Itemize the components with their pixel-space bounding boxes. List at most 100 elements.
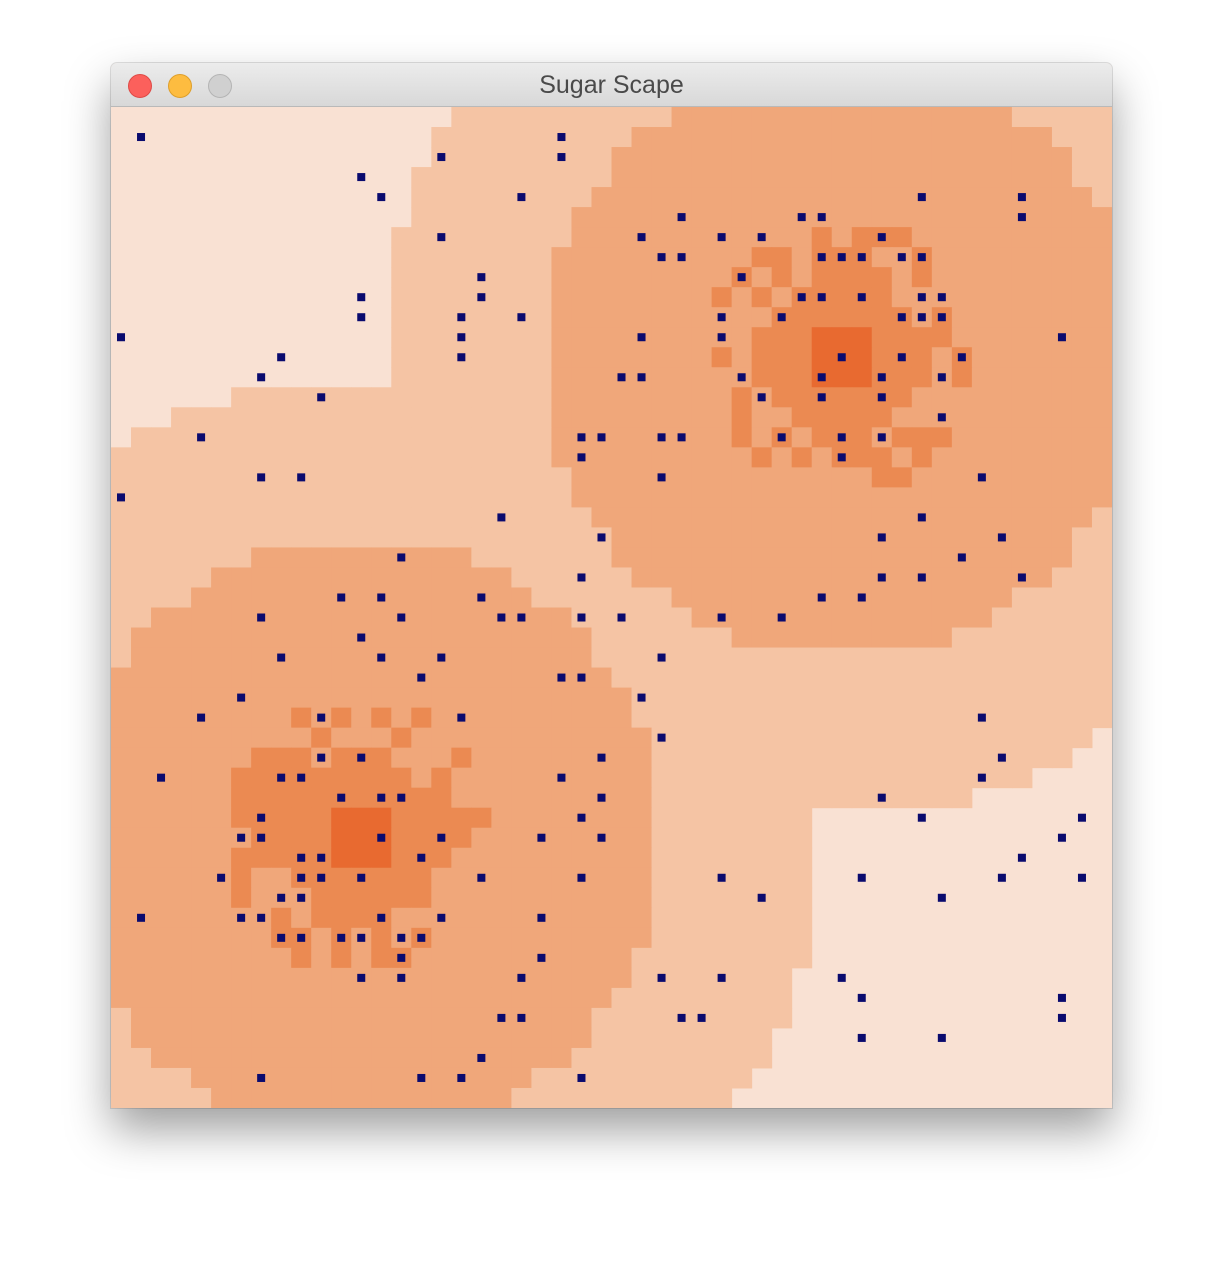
sugar-cell <box>251 847 272 869</box>
sugar-cell <box>511 567 532 588</box>
sugar-cell <box>631 467 653 488</box>
sugar-cell <box>131 1027 152 1049</box>
agent <box>197 713 206 722</box>
sugar-cell <box>411 447 432 468</box>
sugar-cell <box>751 527 773 548</box>
agent <box>497 613 506 622</box>
sugar-grid-canvas[interactable] <box>111 107 1112 1108</box>
sugar-cell <box>991 567 1013 588</box>
sugar-cell <box>711 687 733 709</box>
sugar-cell <box>211 447 232 468</box>
sugar-cell <box>571 687 592 709</box>
sugar-cell <box>331 947 352 969</box>
sugar-cell <box>791 267 813 288</box>
sugar-cell <box>731 167 753 188</box>
sugar-cell <box>991 727 1013 749</box>
sugar-cell <box>451 107 472 128</box>
sugar-cell <box>111 827 132 849</box>
sugar-cell <box>711 267 733 288</box>
sugar-cell <box>691 1047 713 1069</box>
sugar-cell <box>771 927 793 949</box>
sugar-cell <box>431 607 452 629</box>
sugar-cell <box>191 447 212 468</box>
sugar-cell <box>691 887 713 909</box>
agent <box>857 993 866 1002</box>
agent <box>897 313 906 322</box>
sugar-cell <box>311 787 332 809</box>
sugar-cell <box>671 647 693 669</box>
sugar-cell <box>351 507 372 528</box>
sugar-cell <box>131 1087 152 1108</box>
agent <box>997 753 1006 762</box>
sugar-cell <box>431 247 452 268</box>
sugar-cell <box>651 867 673 889</box>
sugar-cell <box>431 587 452 609</box>
sugar-cell <box>791 687 813 709</box>
sugar-cell <box>191 967 212 989</box>
sugar-cell <box>1031 527 1053 548</box>
sugar-cell <box>451 427 472 448</box>
sugar-cell <box>131 487 152 508</box>
sugar-cell <box>291 567 312 588</box>
minimize-button[interactable] <box>168 74 192 98</box>
sugar-cell <box>311 1007 332 1029</box>
sugar-cell <box>371 687 392 709</box>
sugar-cell <box>631 707 653 729</box>
sugar-cell <box>151 787 172 809</box>
agent <box>257 833 266 842</box>
sugar-cell <box>231 867 252 889</box>
sugar-cell <box>351 787 372 809</box>
sugar-cell <box>351 587 372 609</box>
sugar-cell <box>171 627 192 649</box>
sugar-cell <box>551 467 572 488</box>
sugar-cell <box>131 1067 152 1089</box>
sugar-cell <box>511 1047 532 1069</box>
agent <box>277 933 286 942</box>
sugar-cell <box>351 407 372 428</box>
sugar-cell <box>151 427 172 448</box>
zoom-button[interactable] <box>208 74 232 98</box>
sugar-cell <box>551 747 572 769</box>
sugar-cell <box>191 607 212 629</box>
sugar-cell <box>731 947 753 969</box>
sugar-cell <box>171 587 192 609</box>
agent <box>517 313 526 322</box>
sugar-cell <box>911 787 933 809</box>
sugar-cell <box>471 707 492 729</box>
sugar-cell <box>591 647 613 669</box>
sugar-cell <box>631 747 653 769</box>
sugar-cell <box>891 587 913 609</box>
sugar-cell <box>291 807 312 829</box>
sugar-cell <box>531 1007 552 1029</box>
sugar-cell <box>1071 567 1093 588</box>
sugar-cell <box>1011 707 1033 729</box>
sugar-cell <box>651 827 673 849</box>
sugar-cell <box>171 747 192 769</box>
sugar-cell <box>591 187 613 208</box>
sugar-cell <box>551 187 572 208</box>
sugar-cell <box>231 847 252 869</box>
sugar-cell <box>111 567 132 588</box>
sugar-cell <box>871 487 893 508</box>
sugar-cell <box>471 507 492 528</box>
sugar-cell <box>331 847 352 869</box>
sugar-cell <box>611 107 633 128</box>
sugar-cell <box>1091 707 1112 729</box>
sugar-cell <box>651 847 673 869</box>
agent <box>1057 993 1066 1002</box>
sugar-cell <box>811 227 833 248</box>
title-bar[interactable]: Sugar Scape <box>111 63 1112 107</box>
sugar-cell <box>1091 487 1112 508</box>
sugar-cell <box>791 867 813 889</box>
sugar-cell <box>231 587 252 609</box>
sugar-cell <box>671 367 693 388</box>
sugar-cell <box>551 287 572 308</box>
sugar-cell <box>151 727 172 749</box>
sugar-cell <box>131 967 152 989</box>
sugar-cell <box>511 907 532 929</box>
sugar-cell <box>1071 687 1093 709</box>
sugar-cell <box>891 567 913 588</box>
sugar-cell <box>331 707 352 729</box>
close-button[interactable] <box>128 74 152 98</box>
agent <box>997 533 1006 542</box>
